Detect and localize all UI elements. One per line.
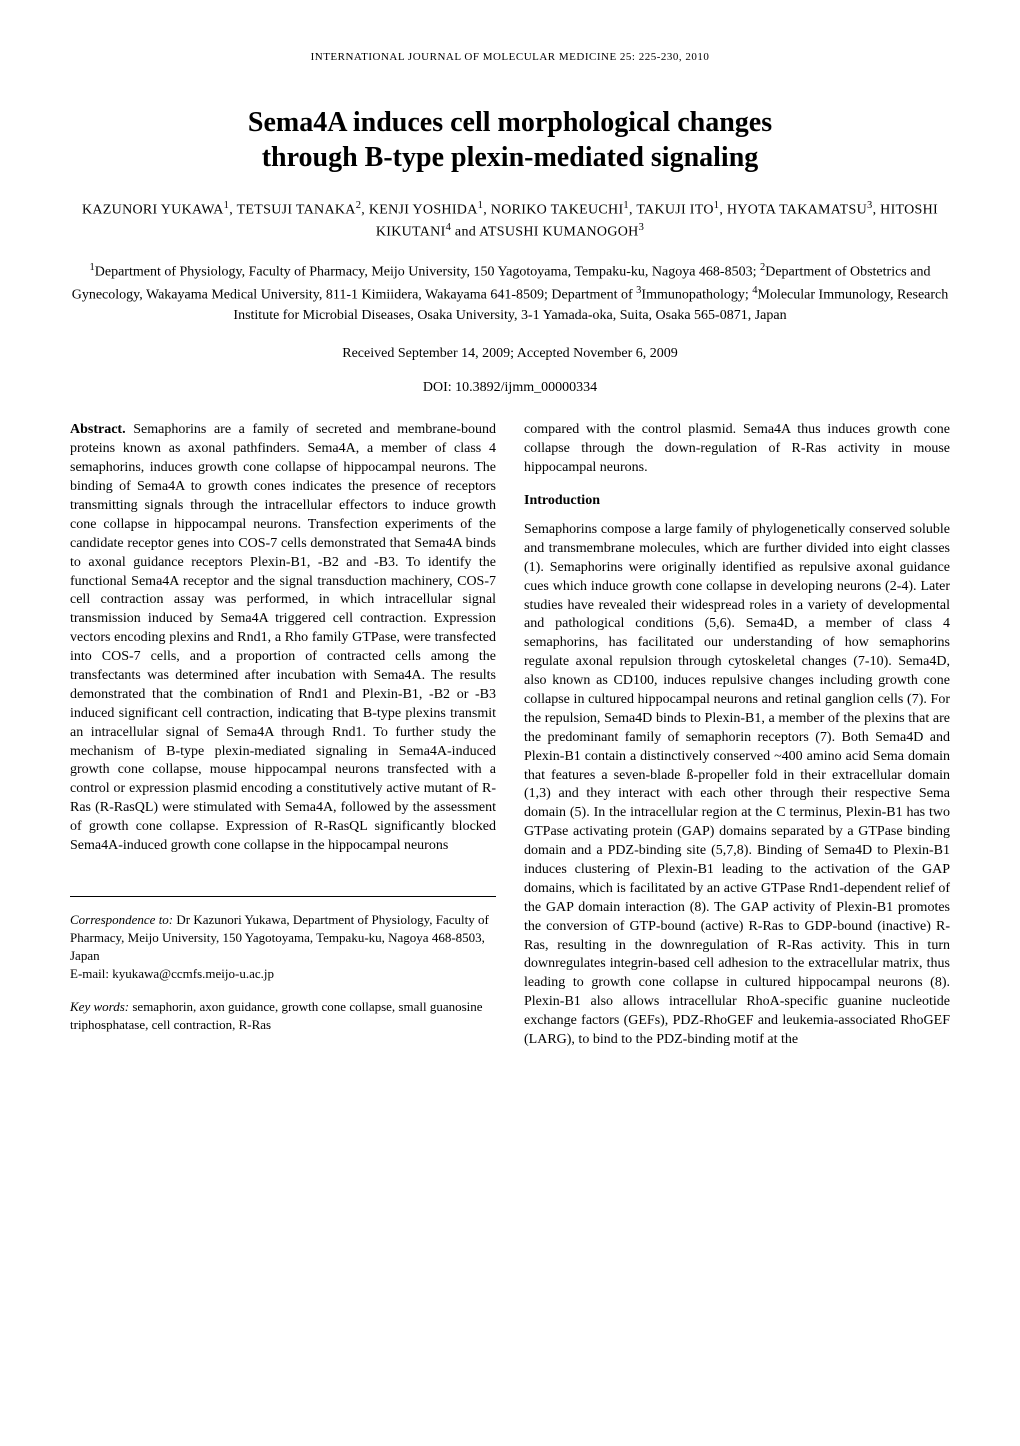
authors-list: KAZUNORI YUKAWA1, TETSUJI TANAKA2, KENJI… <box>70 199 950 242</box>
keywords-text: semaphorin, axon guidance, growth cone c… <box>70 999 483 1032</box>
left-column: Abstract. Semaphorins are a family of se… <box>70 421 496 1050</box>
correspondence-block: Correspondence to: Dr Kazunori Yukawa, D… <box>70 911 496 984</box>
title-line-1: Sema4A induces cell morphological change… <box>248 107 772 138</box>
correspondence-label: Correspondence to: <box>70 912 173 927</box>
introduction-heading: Introduction <box>524 492 950 511</box>
article-title: Sema4A induces cell morphological change… <box>70 105 950 175</box>
abstract-paragraph: Abstract. Semaphorins are a family of se… <box>70 421 496 855</box>
correspondence-divider <box>70 896 496 897</box>
keywords-paragraph: Key words: semaphorin, axon guidance, gr… <box>70 998 496 1034</box>
keywords-block: Key words: semaphorin, axon guidance, gr… <box>70 998 496 1034</box>
title-line-2: through B-type plexin-mediated signaling <box>262 142 759 173</box>
abstract-text: Semaphorins are a family of secreted and… <box>70 422 496 853</box>
abstract-continuation: compared with the control plasmid. Sema4… <box>524 421 950 478</box>
introduction-text: Semaphorins compose a large family of ph… <box>524 521 950 1050</box>
received-dates: Received September 14, 2009; Accepted No… <box>70 344 950 364</box>
affiliations: 1Department of Physiology, Faculty of Ph… <box>70 260 950 326</box>
keywords-label: Key words: <box>70 999 129 1014</box>
right-column: compared with the control plasmid. Sema4… <box>524 421 950 1050</box>
journal-header: INTERNATIONAL JOURNAL OF MOLECULAR MEDIC… <box>70 50 950 65</box>
two-column-layout: Abstract. Semaphorins are a family of se… <box>70 421 950 1050</box>
correspondence-paragraph: Correspondence to: Dr Kazunori Yukawa, D… <box>70 911 496 966</box>
abstract-label: Abstract. <box>70 422 126 437</box>
correspondence-email: E-mail: kyukawa@ccmfs.meijo-u.ac.jp <box>70 965 496 983</box>
doi: DOI: 10.3892/ijmm_00000334 <box>70 378 950 398</box>
